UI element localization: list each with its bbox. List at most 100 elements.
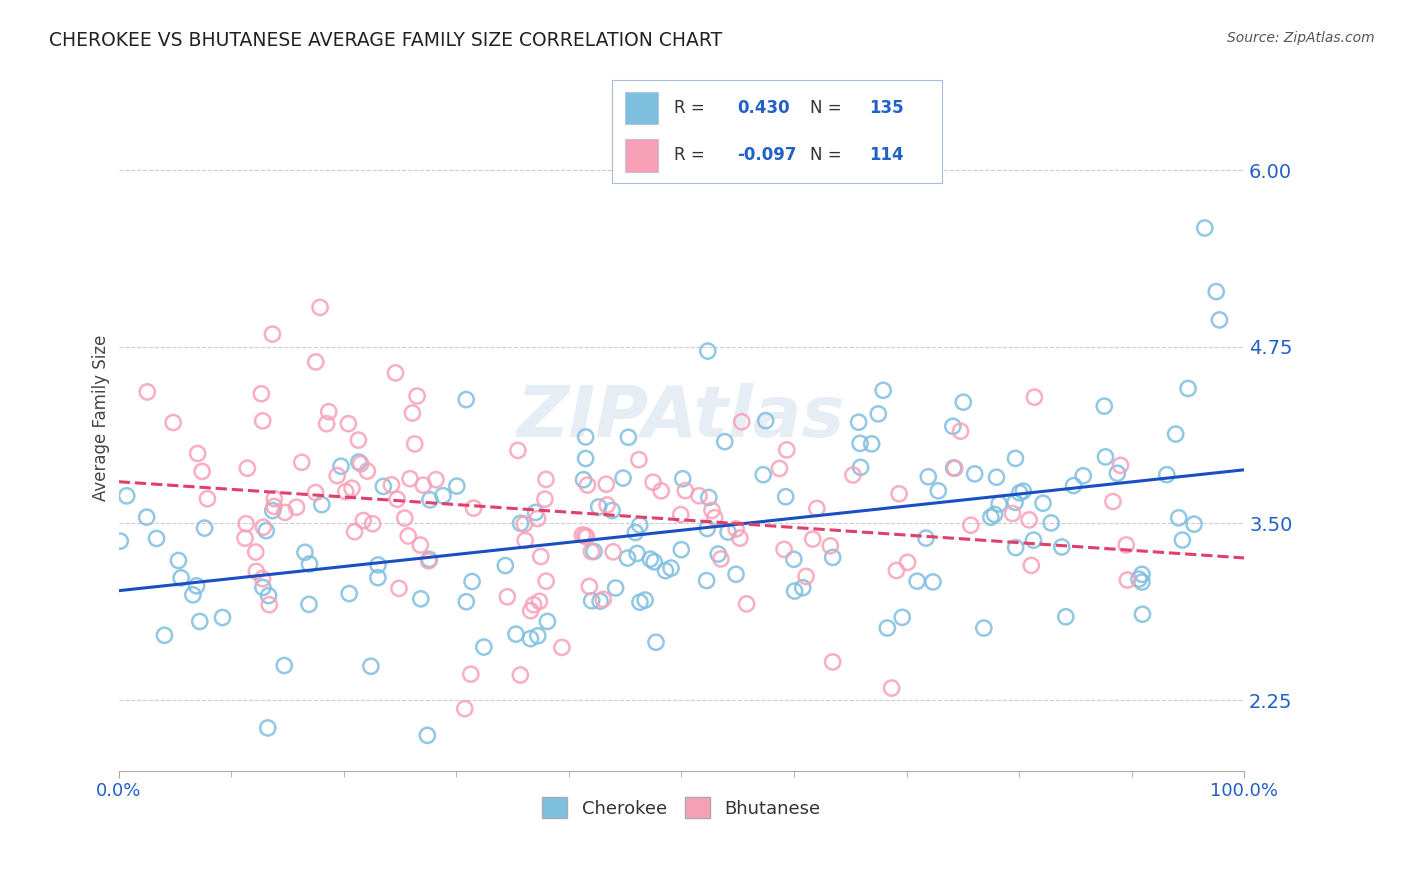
Legend: Cherokee, Bhutanese: Cherokee, Bhutanese — [534, 790, 828, 825]
Point — [589, 594, 612, 608]
Point — [876, 621, 898, 635]
Point — [387, 492, 409, 507]
Point — [571, 528, 593, 542]
Text: R =: R = — [675, 146, 706, 164]
Point — [1107, 467, 1129, 481]
Point — [588, 500, 610, 514]
Point — [530, 549, 553, 564]
Point — [273, 658, 295, 673]
Point — [713, 434, 735, 449]
Point — [291, 455, 314, 469]
Point — [1001, 507, 1024, 521]
Point — [717, 525, 740, 540]
Point — [110, 534, 132, 549]
Point — [399, 472, 422, 486]
Point — [581, 594, 603, 608]
Text: R =: R = — [675, 99, 706, 117]
Point — [915, 531, 938, 545]
Point — [1071, 468, 1094, 483]
Point — [773, 542, 796, 557]
Point — [980, 510, 1002, 524]
Point — [211, 610, 233, 624]
Point — [263, 500, 285, 514]
Point — [534, 492, 557, 507]
Point — [529, 594, 551, 608]
Text: N =: N = — [810, 146, 841, 164]
Point — [581, 544, 603, 558]
Point — [986, 470, 1008, 484]
Point — [927, 483, 949, 498]
Point — [162, 416, 184, 430]
Point — [1182, 517, 1205, 532]
Point — [361, 516, 384, 531]
Text: 114: 114 — [869, 146, 904, 164]
Text: 135: 135 — [869, 99, 904, 117]
Point — [963, 467, 986, 481]
Point — [872, 384, 894, 398]
Point — [360, 659, 382, 673]
Point — [404, 437, 426, 451]
Point — [1063, 478, 1085, 492]
Text: Source: ZipAtlas.com: Source: ZipAtlas.com — [1227, 31, 1375, 45]
Point — [880, 681, 903, 695]
Point — [949, 424, 972, 438]
Point — [257, 589, 280, 603]
Point — [583, 544, 606, 558]
Point — [1115, 538, 1137, 552]
Point — [776, 442, 799, 457]
Point — [1012, 484, 1035, 499]
Point — [640, 552, 662, 566]
Point — [262, 327, 284, 342]
Point — [917, 469, 939, 483]
Point — [1208, 313, 1230, 327]
Point — [309, 301, 332, 315]
Point — [367, 571, 389, 585]
Point — [820, 539, 842, 553]
Point — [616, 551, 638, 566]
Point — [1132, 607, 1154, 622]
Point — [1004, 451, 1026, 466]
Point — [285, 500, 308, 515]
Point — [576, 478, 599, 492]
Point — [505, 627, 527, 641]
Point — [181, 588, 204, 602]
Point — [259, 598, 281, 612]
Point — [849, 436, 872, 450]
Point — [952, 395, 974, 409]
Point — [596, 498, 619, 512]
Point — [572, 473, 595, 487]
Point — [115, 489, 138, 503]
Point — [703, 510, 725, 524]
Point — [578, 579, 600, 593]
Point — [523, 598, 546, 612]
Point — [254, 524, 277, 538]
Point — [673, 483, 696, 498]
Point — [256, 721, 278, 735]
Point — [1130, 575, 1153, 590]
Point — [419, 492, 441, 507]
Point — [868, 407, 890, 421]
Point — [233, 531, 256, 545]
Point — [446, 479, 468, 493]
Point — [454, 701, 477, 715]
Point — [252, 572, 274, 586]
Point — [1205, 285, 1227, 299]
Point — [697, 491, 720, 505]
Point — [860, 437, 883, 451]
Point — [696, 344, 718, 359]
Point — [942, 461, 965, 475]
Point — [337, 417, 360, 431]
Point — [1032, 496, 1054, 510]
Point — [337, 586, 360, 600]
Point — [1128, 572, 1150, 586]
Point — [315, 417, 337, 431]
Point — [384, 366, 406, 380]
Point — [1171, 533, 1194, 547]
Point — [627, 452, 650, 467]
FancyBboxPatch shape — [624, 92, 658, 124]
Point — [460, 667, 482, 681]
Point — [352, 514, 374, 528]
Point — [456, 392, 478, 407]
Point — [641, 475, 664, 490]
Point — [416, 728, 439, 742]
